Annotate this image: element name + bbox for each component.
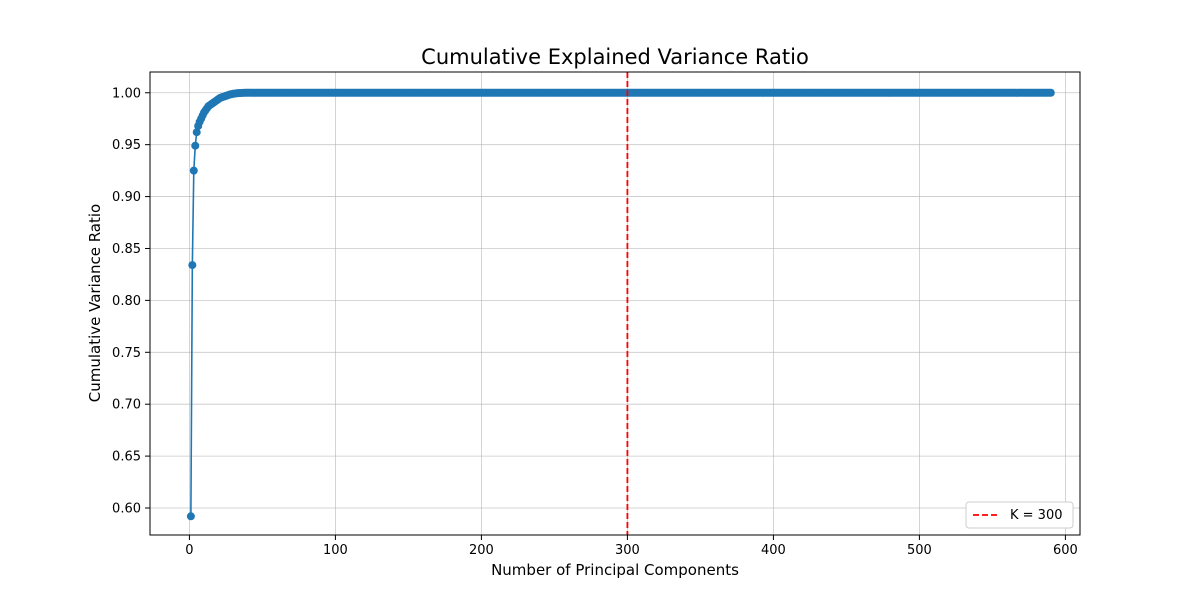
legend-box — [965, 501, 1074, 529]
chart-title: Cumulative Explained Variance Ratio — [421, 45, 809, 69]
y-tick-label: 1.00 — [112, 86, 141, 101]
data-point — [192, 128, 201, 137]
x-tick-label: 0 — [185, 543, 193, 558]
y-tick-label: 0.65 — [112, 450, 141, 465]
y-tick-label: 0.85 — [112, 242, 141, 257]
x-tick-label: 400 — [761, 543, 786, 558]
data-point — [189, 166, 198, 175]
x-tick-label: 200 — [469, 543, 494, 558]
y-axis-ticks: 0.60 0.65 0.70 0.75 0.80 0.85 0.90 0.95 1.00 — [112, 86, 150, 517]
x-tick-label: 600 — [1053, 543, 1078, 558]
y-axis-label: Cumulative Variance Ratio — [86, 204, 104, 402]
data-point — [188, 261, 197, 270]
x-tick-label: 100 — [323, 543, 348, 558]
data-point — [1046, 88, 1055, 97]
x-axis-ticks: 0 100 200 300 400 500 600 — [185, 535, 1078, 558]
legend: K = 300 — [965, 501, 1074, 529]
x-axis-label: Number of Principal Components — [491, 561, 739, 579]
legend-entry-label: K = 300 — [1010, 508, 1063, 523]
y-tick-label: 0.75 — [112, 346, 141, 361]
y-tick-label: 0.60 — [112, 502, 141, 517]
x-tick-label: 500 — [907, 543, 932, 558]
x-tick-label: 300 — [615, 543, 640, 558]
y-tick-label: 0.80 — [112, 294, 141, 309]
grid — [150, 72, 1080, 535]
series-layer — [186, 88, 1055, 521]
plot-frame — [149, 71, 1081, 536]
data-point — [191, 141, 200, 150]
y-tick-label: 0.90 — [112, 190, 141, 205]
data-point — [186, 512, 195, 521]
y-tick-label: 0.95 — [112, 138, 141, 153]
y-tick-label: 0.70 — [112, 398, 141, 413]
plot-background — [150, 72, 1080, 535]
